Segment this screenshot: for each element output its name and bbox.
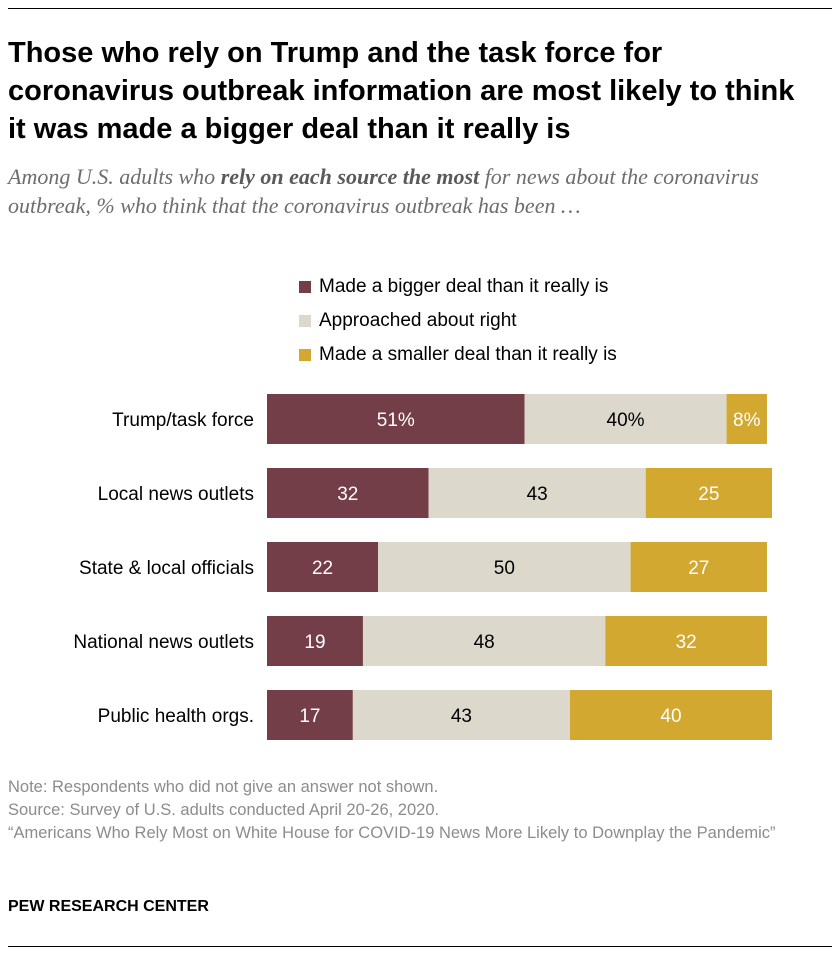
data-label-smaller: 40 bbox=[660, 706, 681, 727]
report-title: “Americans Who Rely Most on White House … bbox=[8, 824, 776, 842]
category-label: State & local officials bbox=[79, 558, 254, 579]
data-label-right: 50 bbox=[494, 558, 515, 579]
bar-segment-right bbox=[362, 616, 606, 666]
bar-segment-smaller bbox=[726, 394, 767, 444]
data-label-bigger: 22 bbox=[312, 558, 333, 579]
bar-segment-smaller bbox=[570, 690, 772, 740]
data-label-right: 43 bbox=[451, 706, 472, 727]
bar-segment-right bbox=[352, 690, 570, 740]
subtitle-post: for news about the coronavirus outbreak,… bbox=[8, 164, 759, 218]
bar-segment-smaller bbox=[605, 616, 767, 666]
legend-item-right: Approached about right bbox=[299, 304, 617, 338]
legend-item-smaller: Made a smaller deal than it really is bbox=[299, 338, 617, 372]
legend-swatch-bigger bbox=[299, 281, 311, 293]
data-label-right: 40% bbox=[607, 410, 645, 431]
top-rule bbox=[8, 8, 832, 9]
legend-label-smaller: Made a smaller deal than it really is bbox=[319, 344, 617, 365]
bar-segment-smaller bbox=[645, 468, 772, 518]
category-label: Trump/task force bbox=[112, 410, 254, 431]
data-label-right: 48 bbox=[474, 632, 495, 653]
data-label-smaller: 32 bbox=[676, 632, 697, 653]
bar-segment-bigger bbox=[267, 468, 429, 518]
bar-segment-bigger bbox=[267, 542, 379, 592]
notes-block: Note: Respondents who did not give an an… bbox=[8, 776, 834, 845]
bar-segment-bigger bbox=[267, 690, 353, 740]
data-label-smaller: 8% bbox=[733, 410, 761, 431]
category-label: Public health orgs. bbox=[98, 706, 254, 727]
legend: Made a bigger deal than it really is App… bbox=[299, 270, 617, 372]
data-label-smaller: 27 bbox=[688, 558, 709, 579]
data-label-bigger: 17 bbox=[299, 706, 320, 727]
legend-swatch-smaller bbox=[299, 349, 311, 361]
data-label-bigger: 19 bbox=[304, 632, 325, 653]
brand-logo-text: PEW RESEARCH CENTER bbox=[8, 898, 209, 915]
legend-item-bigger: Made a bigger deal than it really is bbox=[299, 270, 617, 304]
data-label-smaller: 25 bbox=[698, 484, 719, 505]
legend-label-bigger: Made a bigger deal than it really is bbox=[319, 276, 609, 297]
data-label-right: 43 bbox=[527, 484, 548, 505]
subtitle-pre: Among U.S. adults who bbox=[8, 164, 221, 189]
bar-segment-bigger bbox=[267, 616, 363, 666]
bar-segment-right bbox=[378, 542, 631, 592]
chart-subtitle: Among U.S. adults who rely on each sourc… bbox=[8, 162, 828, 220]
bottom-rule bbox=[8, 946, 832, 947]
bar-segment-smaller bbox=[630, 542, 767, 592]
legend-swatch-right bbox=[299, 315, 311, 327]
category-label: National news outlets bbox=[73, 632, 254, 653]
bar-segment-bigger bbox=[267, 394, 525, 444]
note-text: Note: Respondents who did not give an an… bbox=[8, 778, 439, 796]
source-text: Source: Survey of U.S. adults conducted … bbox=[8, 801, 440, 819]
stacked-bar-chart: Trump/task force 51% 40% 8% Local news outle… bbox=[73, 394, 772, 740]
bar-segment-right bbox=[428, 468, 646, 518]
category-label: Local news outlets bbox=[98, 484, 254, 505]
data-label-bigger: 51% bbox=[377, 410, 415, 431]
chart-title: Those who rely on Trump and the task for… bbox=[8, 37, 795, 145]
subtitle-emphasis: rely on each source the most bbox=[220, 164, 480, 189]
bar-segment-right bbox=[524, 394, 727, 444]
data-label-bigger: 32 bbox=[337, 484, 358, 505]
legend-label-right: Approached about right bbox=[319, 310, 517, 331]
